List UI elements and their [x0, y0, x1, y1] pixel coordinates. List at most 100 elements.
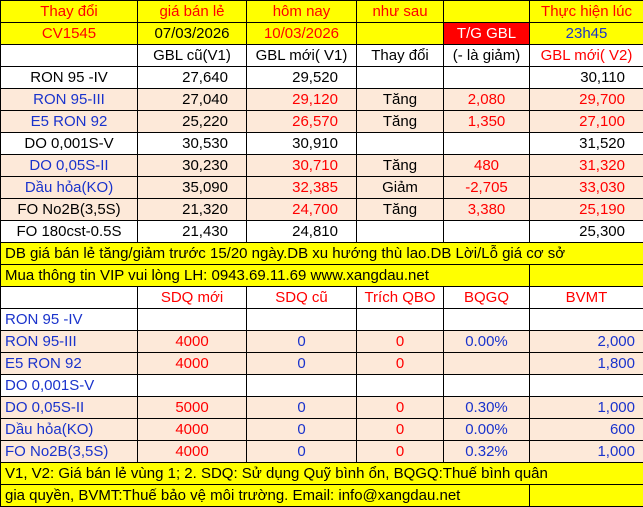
bqgq: 0.00%	[443, 330, 530, 353]
price-row: DO 0,05S-II 30,230 30,710 Tăng 480 31,320	[0, 154, 643, 177]
header-cell: như sau	[356, 0, 444, 23]
note-row: V1, V2: Giá bán lẻ vùng 1; 2. SDQ: Sử dụ…	[0, 462, 643, 485]
change-direction: Tăng	[356, 154, 444, 177]
price-row: FO No2B(3,5S) 21,320 24,700 Tăng 3,380 25,190	[0, 198, 643, 221]
sdq-old: 0	[246, 330, 357, 353]
empty-cell	[529, 484, 643, 507]
column-header	[0, 44, 138, 67]
column-header: GBL cũ(V1)	[137, 44, 247, 67]
new-price-v1: 30,710	[246, 154, 357, 177]
bvmt: 2,000	[529, 330, 643, 353]
note-row: DB giá bán lẻ tăng/giảm trước 15/20 ngày…	[0, 242, 643, 265]
price-delta: -2,705	[443, 176, 530, 199]
bvmt: 1,000	[529, 440, 643, 463]
header-row-3: GBL cũ(V1) GBL mới( V1) Thay đổi (- là giảm…	[0, 44, 643, 67]
new-price-v2: 29,700	[529, 88, 643, 111]
sdq-new: 4000	[137, 440, 247, 463]
tg-gbl-label: T/G GBL	[443, 22, 530, 45]
header-cell: 23h45	[529, 22, 643, 45]
price-delta: 3,380	[443, 198, 530, 221]
qbo: 0	[356, 330, 444, 353]
fund-row: RON 95-III 4000 0 0 0.00% 2,000	[0, 330, 643, 353]
new-price-v2: 25,190	[529, 198, 643, 221]
header-cell: Thực hiện lúc	[529, 0, 643, 23]
sdq-old: 0	[246, 396, 357, 419]
sdq-new: 5000	[137, 396, 247, 419]
qbo	[356, 374, 444, 397]
header-row-2: CV1545 07/03/2026 10/03/2026 T/G GBL 23h45	[0, 22, 643, 45]
header-row-1: Thay đổi giá bán lẻ hôm nay như sau Thực hiệ…	[0, 0, 643, 23]
new-price-v2: 33,030	[529, 176, 643, 199]
new-price-v2: 25,300	[529, 220, 643, 243]
header-cell	[443, 0, 530, 23]
change-direction	[356, 132, 444, 155]
fund-header-row: SDQ mới SDQ cũ Trích QBO BQGQ BVMT	[0, 286, 643, 309]
header-cell: Thay đổi	[0, 0, 138, 23]
new-price-v1: 29,520	[246, 66, 357, 89]
price-row: FO 180cst-0.5S 21,430 24,810 25,300	[0, 220, 643, 243]
old-price-v1: 25,220	[137, 110, 247, 133]
header-cell	[356, 22, 444, 45]
price-row: DO 0,001S-V 30,530 30,910 31,520	[0, 132, 643, 155]
product-name: RON 95-III	[0, 330, 138, 353]
old-price-v1: 21,430	[137, 220, 247, 243]
header-cell: giá bán lẻ	[137, 0, 247, 23]
new-price-v1: 26,570	[246, 110, 357, 133]
price-delta: 1,350	[443, 110, 530, 133]
header-cell: 10/03/2026	[246, 22, 357, 45]
column-header: (- là giảm)	[443, 44, 530, 67]
bqgq	[443, 352, 530, 375]
product-name: E5 RON 92	[0, 110, 138, 133]
old-price-v1: 30,230	[137, 154, 247, 177]
product-name: Dầu hỏa(KO)	[0, 176, 138, 199]
fund-row: DO 0,05S-II 5000 0 0 0.30% 1,000	[0, 396, 643, 419]
sdq-new: 4000	[137, 330, 247, 353]
bqgq: 0.00%	[443, 418, 530, 441]
sdq-old	[246, 308, 357, 331]
header-cell: 07/03/2026	[137, 22, 247, 45]
product-name: DO 0,05S-II	[0, 154, 138, 177]
column-header: SDQ cũ	[246, 286, 357, 309]
new-price-v1: 24,700	[246, 198, 357, 221]
new-price-v2: 31,320	[529, 154, 643, 177]
column-header: Thay đổi	[356, 44, 444, 67]
header-cell: hôm nay	[246, 0, 357, 23]
bqgq	[443, 308, 530, 331]
old-price-v1: 27,640	[137, 66, 247, 89]
bvmt: 1,000	[529, 396, 643, 419]
column-header: BVMT	[529, 286, 643, 309]
bvmt: 600	[529, 418, 643, 441]
sdq-old	[246, 374, 357, 397]
change-direction	[356, 66, 444, 89]
sdq-new	[137, 374, 247, 397]
product-name: RON 95 -IV	[0, 66, 138, 89]
change-direction: Tăng	[356, 88, 444, 111]
price-row: RON 95 -IV 27,640 29,520 30,110	[0, 66, 643, 89]
qbo: 0	[356, 396, 444, 419]
sdq-old: 0	[246, 352, 357, 375]
qbo	[356, 308, 444, 331]
fund-row: Dầu hỏa(KO) 4000 0 0 0.00% 600	[0, 418, 643, 441]
fund-row: DO 0,001S-V	[0, 374, 643, 397]
column-header: GBL mới( V1)	[246, 44, 357, 67]
change-direction: Giảm	[356, 176, 444, 199]
qbo: 0	[356, 418, 444, 441]
new-price-v1: 32,385	[246, 176, 357, 199]
price-row: Dầu hỏa(KO) 35,090 32,385 Giảm -2,705 33,030	[0, 176, 643, 199]
qbo: 0	[356, 352, 444, 375]
product-name: E5 RON 92	[0, 352, 138, 375]
bvmt: 1,800	[529, 352, 643, 375]
column-header: Trích QBO	[356, 286, 444, 309]
note-text: DB giá bán lẻ tăng/giảm trước 15/20 ngày…	[0, 242, 643, 265]
empty-cell	[529, 264, 643, 287]
new-price-v1: 30,910	[246, 132, 357, 155]
bvmt	[529, 374, 643, 397]
price-delta: 480	[443, 154, 530, 177]
sdq-old: 0	[246, 440, 357, 463]
column-header: BQGQ	[443, 286, 530, 309]
product-name: DO 0,001S-V	[0, 132, 138, 155]
change-direction	[356, 220, 444, 243]
fund-row: E5 RON 92 4000 0 0 1,800	[0, 352, 643, 375]
price-row: RON 95-III 27,040 29,120 Tăng 2,080 29,700	[0, 88, 643, 111]
